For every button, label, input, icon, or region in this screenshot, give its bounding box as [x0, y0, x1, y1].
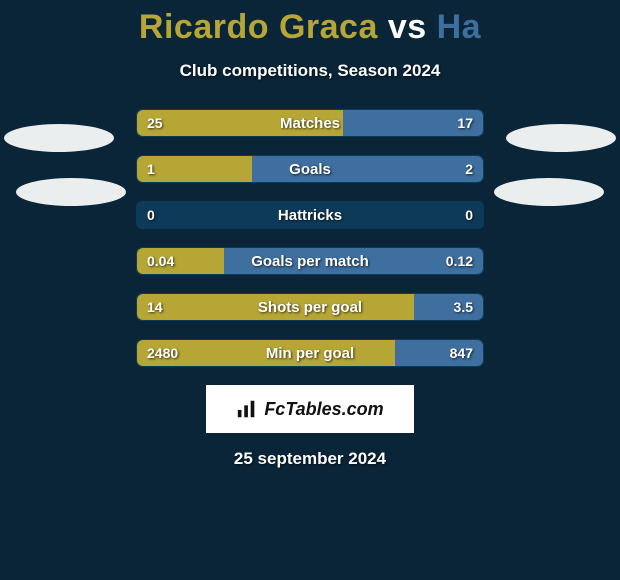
- stat-bar-right: [343, 110, 483, 136]
- chart-icon: [236, 398, 258, 420]
- date: 25 september 2024: [0, 449, 620, 469]
- stat-bar-left: [137, 110, 343, 136]
- stat-row: 2517Matches: [136, 109, 484, 137]
- player1-badge-top: [4, 124, 114, 152]
- player1-name: Ricardo Graca: [139, 8, 378, 46]
- vs-text: vs: [388, 8, 427, 46]
- stat-row: 2480847Min per goal: [136, 339, 484, 367]
- stat-row: 0.040.12Goals per match: [136, 247, 484, 275]
- stat-label: Hattricks: [137, 202, 483, 228]
- logo-box: FcTables.com: [206, 385, 414, 433]
- player2-name: Ha: [437, 8, 481, 46]
- logo-text: FcTables.com: [264, 399, 383, 420]
- comparison-title: Ricardo Graca vs Ha: [0, 0, 620, 47]
- subtitle: Club competitions, Season 2024: [0, 61, 620, 81]
- stat-bar-left: [137, 156, 252, 182]
- stat-bar-right: [414, 294, 483, 320]
- stat-value-left: 0: [147, 202, 155, 228]
- player2-badge-bottom: [494, 178, 604, 206]
- stat-row: 12Goals: [136, 155, 484, 183]
- stat-bar-right: [395, 340, 483, 366]
- stat-bar-right: [224, 248, 484, 274]
- stat-bar-left: [137, 248, 224, 274]
- stat-value-right: 0: [465, 202, 473, 228]
- stat-row: 143.5Shots per goal: [136, 293, 484, 321]
- stat-bar-right: [252, 156, 483, 182]
- player2-badge-top: [506, 124, 616, 152]
- player1-badge-bottom: [16, 178, 126, 206]
- stat-bar-left: [137, 294, 414, 320]
- stat-row: 0 0Hattricks: [136, 201, 484, 229]
- stat-bar-left: [137, 340, 395, 366]
- stats-bars: 2517Matches 12Goals 0 0Hattricks 0.040.12Goa…: [136, 109, 484, 367]
